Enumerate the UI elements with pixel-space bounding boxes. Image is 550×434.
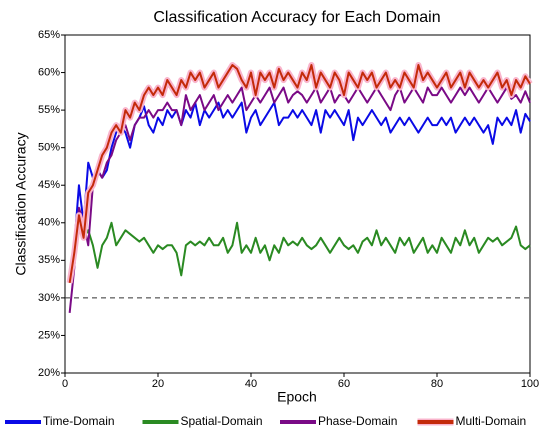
series-line	[68, 101, 531, 276]
y-tick-label: 45%	[38, 179, 60, 191]
y-tick-label: 30%	[38, 292, 60, 304]
legend-label: Multi-Domain	[456, 414, 527, 428]
y-tick-label: 35%	[38, 254, 60, 266]
y-tick-label: 50%	[38, 142, 60, 154]
series-line	[68, 64, 531, 284]
x-tick-label: 80	[431, 378, 443, 390]
chart-title: Classification Accuracy for Each Domain	[153, 9, 440, 26]
x-tick-label: 0	[62, 378, 68, 390]
x-axis-label: Epoch	[277, 389, 317, 405]
x-tick-label: 100	[521, 378, 539, 390]
series-halo	[66, 62, 533, 284]
x-tick-label: 40	[245, 378, 257, 390]
legend-label: Time-Domain	[43, 414, 115, 428]
y-tick-label: 20%	[38, 367, 60, 379]
y-tick-label: 60%	[38, 66, 60, 78]
legend-label: Phase-Domain	[318, 414, 397, 428]
x-tick-label: 60	[338, 378, 350, 390]
legend-label: Spatial-Domain	[181, 414, 263, 428]
plot-frame	[64, 34, 531, 374]
y-tick-label: 55%	[38, 104, 60, 116]
x-tick-label: 20	[152, 378, 164, 390]
series-line	[68, 221, 531, 277]
y-tick-label: 40%	[38, 217, 60, 229]
series-line	[68, 86, 531, 314]
y-tick-label: 25%	[38, 329, 60, 341]
y-tick-label: 65%	[38, 29, 60, 41]
y-axis-label: Classification Accuracy	[13, 132, 29, 275]
